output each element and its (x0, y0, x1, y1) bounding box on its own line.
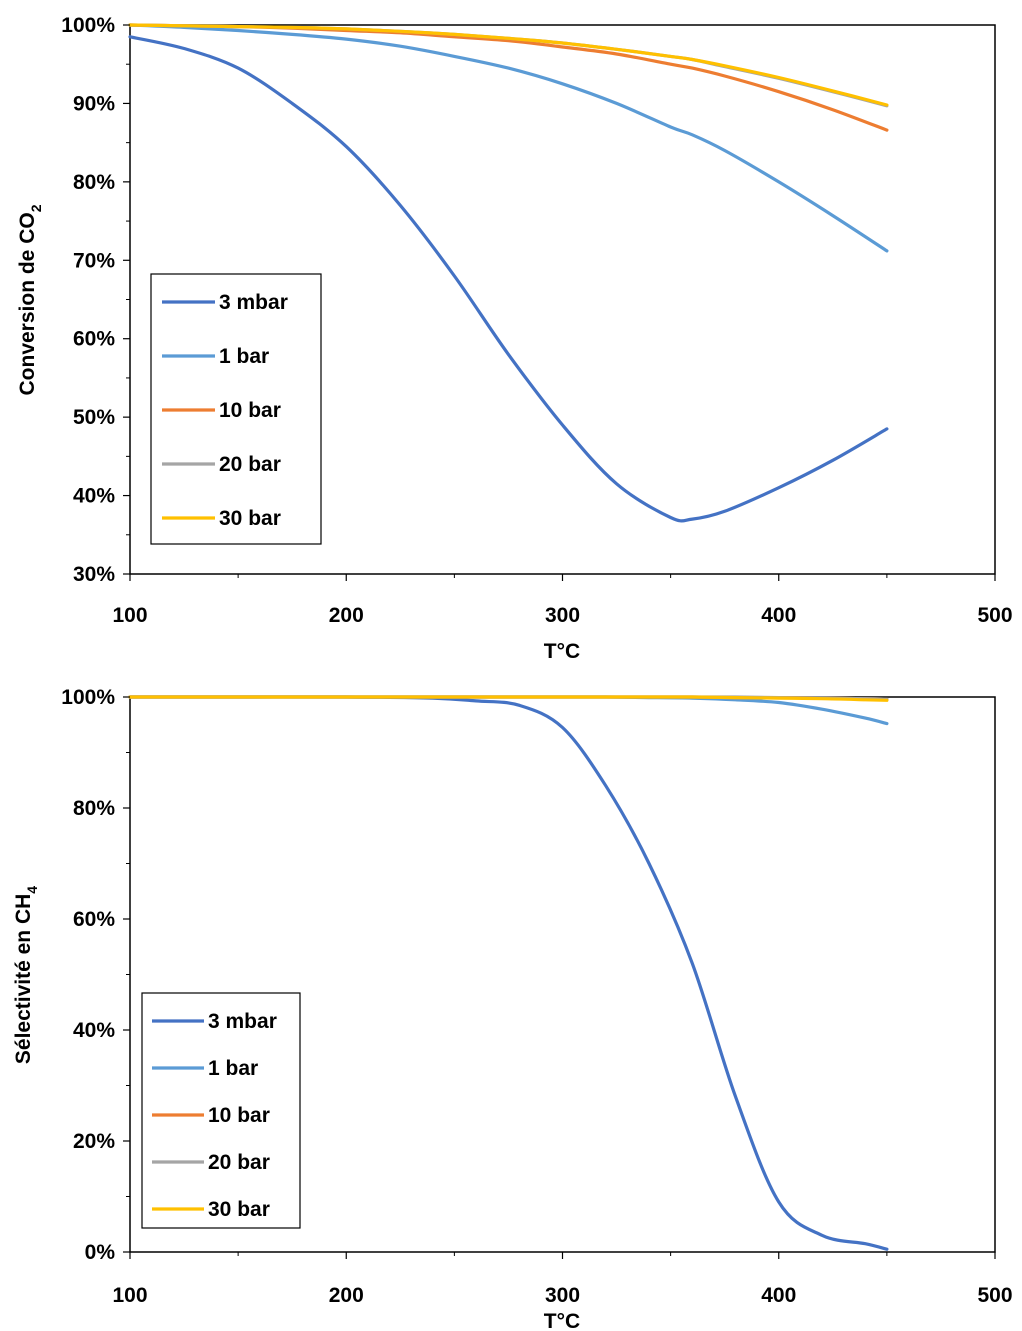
y-tick-label: 40% (73, 485, 115, 508)
y-axis-label: Conversion de CO2 (16, 204, 44, 395)
x-tick-label: 300 (545, 1284, 580, 1307)
y-tick-label: 90% (73, 92, 115, 115)
series-lines (128, 23, 889, 523)
y-tick-label: 80% (73, 171, 115, 194)
x-tick-label: 200 (329, 1284, 364, 1307)
series-line-3-mbar (128, 35, 889, 523)
legend-label: 30 bar (219, 507, 281, 530)
legend-label: 30 bar (208, 1198, 270, 1221)
x-axis-label: T°C (544, 640, 580, 663)
x-tick-label: 100 (112, 604, 147, 627)
legend-label: 1 bar (219, 345, 269, 368)
y-tick-label: 70% (73, 249, 115, 272)
legend-label: 10 bar (208, 1104, 270, 1127)
legend-label: 3 mbar (219, 291, 288, 314)
series-line-1-bar (128, 695, 889, 726)
axis-ticks: 100 200 300 400 500 0% 20% 40% 60% 80% 100% (61, 686, 1012, 1307)
x-tick-label: 500 (977, 604, 1012, 627)
series-line-30-bar (128, 695, 889, 702)
legend: 3 mbar 1 bar 10 bar 20 bar 30 bar (150, 273, 322, 545)
x-tick-label: 200 (329, 604, 364, 627)
y-tick-label: 100% (61, 686, 115, 709)
selectivity-chart: 100 200 300 400 500 0% 20% 40% 60% 80% 100% 3 mbar… (12, 686, 1013, 1331)
axis-ticks: 100 200 300 400 500 30% 40% 50% 60% 70% 80% 90% 100% (61, 14, 1012, 627)
legend: 3 mbar 1 bar 10 bar 20 bar 30 bar (141, 992, 301, 1229)
legend-label: 20 bar (208, 1151, 270, 1174)
y-tick-label: 80% (73, 797, 115, 820)
y-tick-label: 60% (73, 328, 115, 351)
x-tick-label: 100 (112, 1284, 147, 1307)
conversion-chart: 100 200 300 400 500 30% 40% 50% 60% 70% 80% 90% 100%… (16, 14, 1013, 663)
series-line-30-bar (128, 23, 889, 107)
legend-label: 20 bar (219, 453, 281, 476)
y-axis-label: Sélectivité en CH4 (12, 886, 40, 1064)
y-tick-label: 40% (73, 1019, 115, 1042)
x-tick-label: 400 (761, 1284, 796, 1307)
legend-box (141, 992, 301, 1229)
y-tick-label: 30% (73, 563, 115, 586)
y-tick-label: 100% (61, 14, 115, 37)
x-tick-label: 300 (545, 604, 580, 627)
legend-label: 10 bar (219, 399, 281, 422)
series-line-1-bar (128, 23, 889, 253)
legend-label: 3 mbar (208, 1010, 277, 1033)
x-axis-label: T°C (544, 1310, 580, 1331)
y-tick-label: 0% (85, 1241, 116, 1264)
y-tick-label: 60% (73, 908, 115, 931)
series-lines (128, 695, 889, 1251)
y-tick-label: 20% (73, 1130, 115, 1153)
x-tick-label: 400 (761, 604, 796, 627)
legend-label: 1 bar (208, 1057, 258, 1080)
x-tick-label: 500 (977, 1284, 1012, 1307)
y-tick-label: 50% (73, 406, 115, 429)
